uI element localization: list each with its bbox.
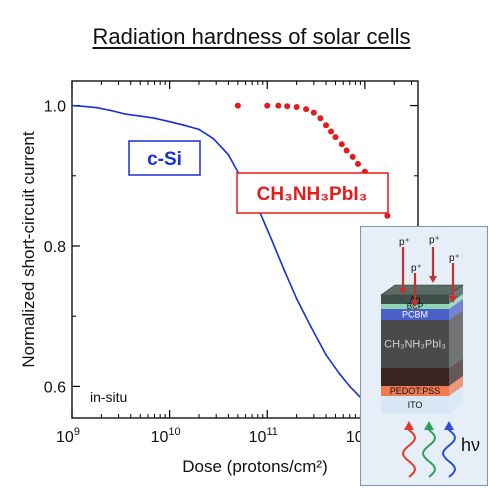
data-point bbox=[310, 325, 312, 328]
layer-absorber bbox=[381, 320, 449, 368]
x-tick-base: 10 bbox=[249, 429, 267, 446]
data-point bbox=[264, 102, 271, 109]
data-point bbox=[303, 106, 310, 113]
perovskite-label-box bbox=[236, 172, 389, 214]
light-wave bbox=[401, 426, 417, 478]
proton-label: p⁺ bbox=[429, 235, 440, 246]
device-stack-diagram: AgBCPPCBMCH₃NH₃PbI₃PEDOT:PSSITOp⁺p⁺p⁺p⁺h… bbox=[380, 235, 480, 478]
data-point bbox=[328, 128, 335, 135]
x-tick-base: 10 bbox=[346, 429, 364, 446]
annotation-in-situ: in-situ bbox=[90, 389, 127, 405]
data-point bbox=[293, 103, 300, 110]
x-tick-exponent: 11 bbox=[266, 426, 277, 438]
x-tick-exponent: 9 bbox=[74, 426, 80, 438]
data-point bbox=[139, 115, 142, 118]
y-tick-label: 0.6 bbox=[44, 379, 66, 396]
layer-bcp-side bbox=[449, 294, 463, 309]
data-point bbox=[96, 106, 98, 109]
data-point bbox=[71, 104, 73, 107]
data-point bbox=[153, 117, 156, 120]
data-point bbox=[357, 393, 359, 396]
data-point bbox=[295, 297, 298, 300]
light-wave-head bbox=[444, 421, 454, 430]
layer-absorber-label: CH₃NH₃PbI₃ bbox=[384, 339, 446, 351]
proton-label: p⁺ bbox=[411, 263, 422, 274]
light-wave bbox=[441, 426, 457, 478]
layer-pcbm-label: PCBM bbox=[402, 310, 428, 320]
data-point bbox=[384, 212, 391, 219]
stack-top-face bbox=[380, 284, 464, 296]
data-point bbox=[310, 109, 317, 116]
data-point bbox=[227, 153, 230, 156]
data-point bbox=[354, 160, 361, 167]
series-label-perovskite: CH₃NH₃PbI₃ bbox=[257, 184, 368, 205]
layer-pedot-dark bbox=[381, 368, 449, 386]
series-line-c-si bbox=[71, 104, 366, 403]
x-axis-label: Dose (protons/cm²) bbox=[182, 457, 327, 476]
data-point bbox=[323, 122, 330, 129]
proton-arrow-head bbox=[399, 288, 407, 295]
data-point bbox=[82, 105, 85, 108]
data-point bbox=[270, 238, 273, 240]
data-point bbox=[234, 102, 241, 109]
x-tick-base: 10 bbox=[151, 429, 169, 446]
layer-ito-label: ITO bbox=[408, 400, 423, 410]
x-tick-base: 10 bbox=[56, 429, 74, 446]
data-point bbox=[284, 103, 291, 110]
data-point bbox=[349, 153, 356, 160]
proton-label: p⁺ bbox=[399, 237, 410, 248]
proton-arrow-head bbox=[429, 276, 437, 283]
page-title-text: Radiation hardness of solar cells bbox=[92, 24, 411, 49]
data-point bbox=[212, 137, 215, 140]
data-point bbox=[332, 134, 339, 141]
x-tick-exponent: 10 bbox=[168, 426, 180, 438]
x-tick-label: 1011 bbox=[249, 426, 278, 446]
layer-pedot-dark-side bbox=[449, 358, 463, 386]
proton-arrow-head bbox=[411, 300, 419, 307]
proton-label: p⁺ bbox=[449, 253, 460, 264]
data-point bbox=[325, 353, 327, 356]
layer-pedot bbox=[381, 386, 449, 396]
light-wave-head bbox=[404, 421, 414, 430]
layer-pcbm-side bbox=[449, 299, 463, 320]
layer-absorber-side bbox=[449, 310, 463, 368]
data-point bbox=[124, 113, 127, 115]
proton-arrow-head bbox=[449, 296, 457, 303]
data-point bbox=[343, 147, 350, 154]
layer-pedot-side bbox=[449, 376, 463, 396]
layer-pcbm bbox=[381, 309, 449, 320]
y-tick-label: 0.8 bbox=[44, 239, 66, 256]
device-structure-inset: AgBCPPCBMCH₃NH₃PbI₃PEDOT:PSSITOp⁺p⁺p⁺p⁺h… bbox=[360, 226, 488, 486]
h-nu-label: hν bbox=[461, 435, 480, 455]
data-point bbox=[109, 109, 112, 112]
data-point bbox=[338, 141, 345, 148]
data-point bbox=[275, 102, 282, 109]
light-wave bbox=[421, 426, 437, 478]
x-tick-label: 1010 bbox=[151, 426, 181, 446]
layer-ito bbox=[381, 396, 449, 414]
y-tick-label: 1.0 bbox=[44, 99, 66, 116]
data-point bbox=[348, 385, 351, 388]
c-si-label-box bbox=[128, 140, 201, 176]
data-point bbox=[168, 120, 171, 123]
layer-ito-side bbox=[449, 386, 463, 414]
data-point bbox=[182, 124, 185, 127]
light-wave-head bbox=[424, 421, 434, 430]
data-point bbox=[338, 372, 341, 375]
x-tick-label: 109 bbox=[56, 426, 80, 446]
layer-pedot-label: PEDOT:PSS bbox=[390, 386, 441, 396]
page-title: Radiation hardness of solar cells bbox=[0, 24, 503, 50]
series-label-c-si: c-Si bbox=[147, 149, 182, 170]
data-point bbox=[317, 115, 324, 122]
data-point bbox=[283, 269, 286, 272]
data-point bbox=[198, 128, 200, 131]
y-axis-label: Normalized short-circuit current bbox=[19, 131, 38, 367]
